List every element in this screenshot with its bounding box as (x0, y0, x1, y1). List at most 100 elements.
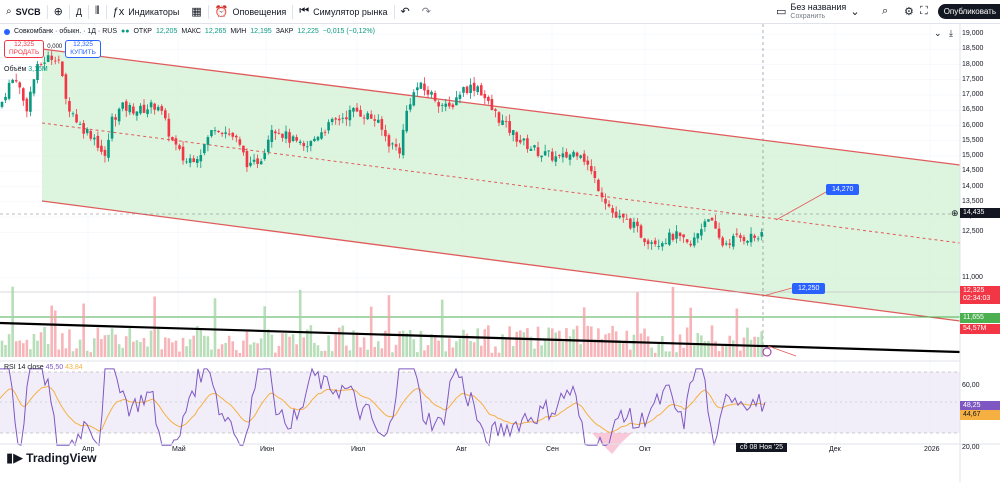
candle-body (164, 110, 167, 119)
change-value: −0,015 (−0,12%) (322, 28, 375, 35)
callout-upper[interactable]: 14,270 (826, 184, 860, 195)
volume-bar (568, 336, 572, 357)
price-axis-label: 12,500 (962, 228, 984, 236)
collapse-icon[interactable]: ⌄ (934, 28, 942, 38)
legend-title[interactable]: Совкомбанк · обыкн. · 1Д · RUS (14, 28, 117, 35)
buy-button[interactable]: 12,325 КУПИТЬ (65, 40, 101, 58)
volume-bar (607, 333, 611, 357)
candle-body (327, 122, 330, 131)
candle-body (288, 132, 291, 143)
candle-body (4, 96, 7, 101)
volume-bar (714, 341, 717, 357)
candle-body (689, 243, 692, 246)
candle-body (508, 121, 511, 133)
volume-label: Объём (4, 66, 27, 73)
volume-bar (203, 335, 206, 357)
candle-body (362, 117, 366, 119)
candle-body (582, 153, 586, 162)
volume-bar (582, 307, 586, 357)
volume-bar (650, 347, 653, 357)
volume-bar (139, 342, 142, 357)
volume-bar (678, 334, 682, 357)
candle-body (568, 154, 572, 160)
candle-body (220, 132, 224, 134)
candle-body (153, 103, 156, 110)
candle-body (479, 85, 483, 96)
chevron-down-icon: ⌄ (850, 6, 860, 18)
volume-bar (302, 337, 306, 357)
volume-bar (188, 339, 192, 357)
candle-body (345, 117, 348, 120)
candle-body (526, 138, 529, 150)
candle-body (18, 82, 22, 88)
volume-bar (348, 350, 352, 357)
rsi-ma-tag: 44,67 (960, 410, 1000, 420)
volume-bar (526, 328, 529, 357)
candle-body (593, 171, 597, 178)
alerts-button[interactable]: ⏰ Оповещения (209, 0, 292, 24)
candle-body (238, 139, 242, 145)
volume-bar (7, 334, 11, 357)
candle-body (178, 145, 181, 149)
redo-button[interactable]: ↷ (416, 0, 437, 24)
buy-label: КУПИТЬ (70, 49, 96, 56)
volume-bar (355, 332, 359, 357)
gear-icon: ⚙ (904, 6, 914, 18)
volume-bar (476, 328, 479, 357)
rsi-label[interactable]: RSI 14 close (4, 364, 44, 371)
volume-bar (75, 348, 78, 357)
time-axis-label: Авг (456, 446, 467, 453)
indicators-button[interactable]: ƒx Индикаторы ▦ (107, 0, 208, 24)
maximize-icon[interactable]: ⤓ (949, 28, 953, 38)
candle-body (213, 130, 217, 132)
volume-bar (107, 334, 110, 357)
volume-bar (639, 333, 643, 357)
candle-body (621, 213, 625, 218)
interval-button[interactable]: Д (70, 0, 88, 24)
chart-type-button[interactable]: ⫴ (89, 0, 106, 24)
candle-body (366, 113, 369, 120)
volume-bar (682, 347, 685, 357)
candle-body (611, 208, 614, 213)
volume-bar (128, 327, 132, 357)
legend-eye-icon[interactable]: ●● (121, 28, 130, 35)
candle-body (732, 235, 735, 247)
add-level-icon[interactable]: ⊕ (951, 208, 959, 218)
volume-bar (18, 340, 22, 357)
candle-body (7, 82, 11, 99)
price-chart[interactable] (0, 24, 1000, 482)
candle-body (487, 96, 490, 101)
candle-body (210, 130, 213, 137)
tradingview-logo[interactable]: ▮▶ TradingView (6, 450, 97, 466)
volume-bar (117, 344, 121, 357)
volume-bar (266, 329, 270, 357)
sell-button[interactable]: 12,325 ПРОДАТЬ (4, 40, 45, 58)
symbol-search[interactable]: ⌕ SVCB (0, 0, 47, 24)
candle-body (156, 107, 160, 111)
price-axis-label: 14,000 (962, 182, 984, 190)
low-value: 12,195 (250, 28, 272, 35)
publish-button[interactable]: Опубликовать (937, 4, 1000, 19)
volume-bar (387, 295, 391, 357)
settings-button[interactable]: ⚙ (898, 0, 920, 24)
layout-button[interactable]: ▭ Без названия Сохранить ⌄ (770, 0, 866, 24)
buy-price: 12,325 (73, 41, 93, 48)
price-axis-label: 15,000 (962, 152, 984, 159)
candle-body (675, 231, 678, 239)
candle-body (373, 119, 377, 121)
crosshair-date-tag: сб 08 Ноя '25 (736, 443, 787, 452)
callout-lower[interactable]: 12,250 (792, 283, 826, 294)
replay-button[interactable]: ⏮ Симулятор рынка (293, 0, 393, 24)
candle-body (57, 59, 61, 61)
volume-bar (238, 352, 242, 357)
volume-bar (82, 303, 85, 357)
alert-marker[interactable] (762, 347, 772, 357)
volume-bar (394, 344, 398, 357)
volume-bar (657, 342, 661, 357)
volume-bar (124, 336, 128, 357)
quick-search-button[interactable]: ⌕ (876, 0, 894, 24)
undo-button[interactable]: ↶ (395, 0, 416, 24)
fullscreen-button[interactable]: ⛶ (914, 0, 934, 24)
compare-button[interactable]: ⊕ (48, 0, 69, 24)
